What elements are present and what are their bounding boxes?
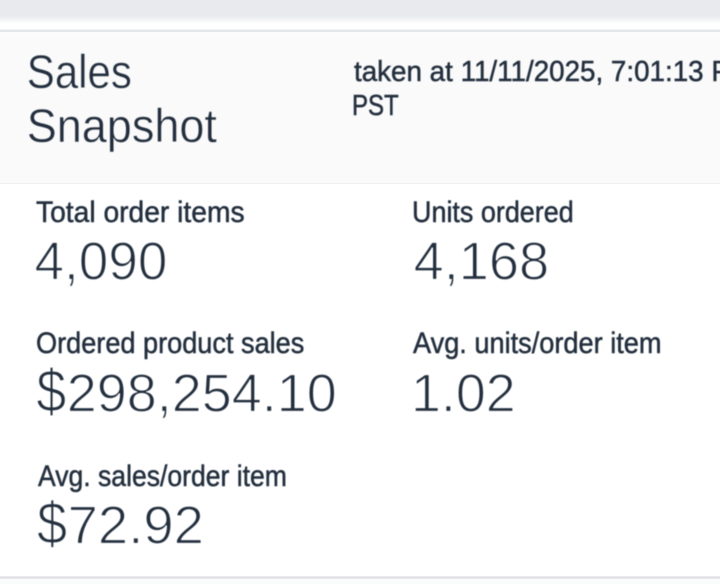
svg-text:Snapshot: Snapshot	[27, 99, 217, 152]
svg-text:1.02: 1.02	[411, 364, 516, 424]
svg-text:$: $	[37, 490, 67, 557]
svg-text:$: $	[36, 358, 66, 426]
svg-text:4,168: 4,168	[414, 232, 550, 292]
svg-text:Sales: Sales	[27, 47, 132, 99]
svg-text:298,254.10: 298,254.10	[67, 364, 337, 424]
svg-text:4,090: 4,090	[35, 232, 168, 291]
svg-text:72.92: 72.92	[68, 496, 204, 556]
